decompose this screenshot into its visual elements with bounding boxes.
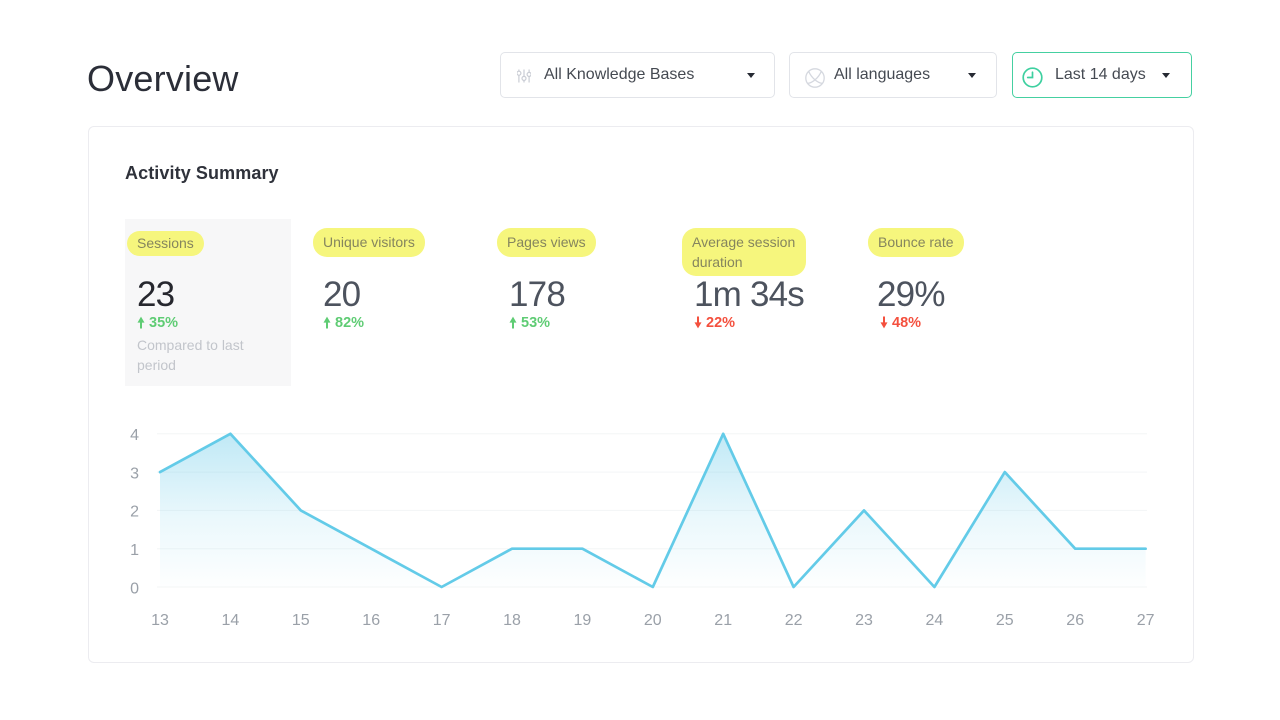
svg-text:0: 0 (130, 580, 139, 597)
svg-text:16: 16 (362, 612, 380, 629)
svg-text:2: 2 (130, 504, 139, 521)
svg-text:14: 14 (222, 612, 240, 629)
svg-text:24: 24 (926, 612, 944, 629)
svg-text:19: 19 (574, 612, 592, 629)
svg-text:27: 27 (1137, 612, 1155, 629)
svg-text:17: 17 (433, 612, 451, 629)
svg-text:26: 26 (1066, 612, 1084, 629)
svg-text:18: 18 (503, 612, 521, 629)
svg-text:23: 23 (855, 612, 873, 629)
svg-text:15: 15 (292, 612, 310, 629)
svg-text:3: 3 (130, 465, 139, 482)
svg-text:13: 13 (151, 612, 169, 629)
svg-text:22: 22 (785, 612, 803, 629)
svg-text:4: 4 (130, 427, 139, 444)
svg-text:21: 21 (714, 612, 732, 629)
svg-text:25: 25 (996, 612, 1014, 629)
svg-text:1: 1 (130, 542, 139, 559)
svg-text:20: 20 (644, 612, 662, 629)
